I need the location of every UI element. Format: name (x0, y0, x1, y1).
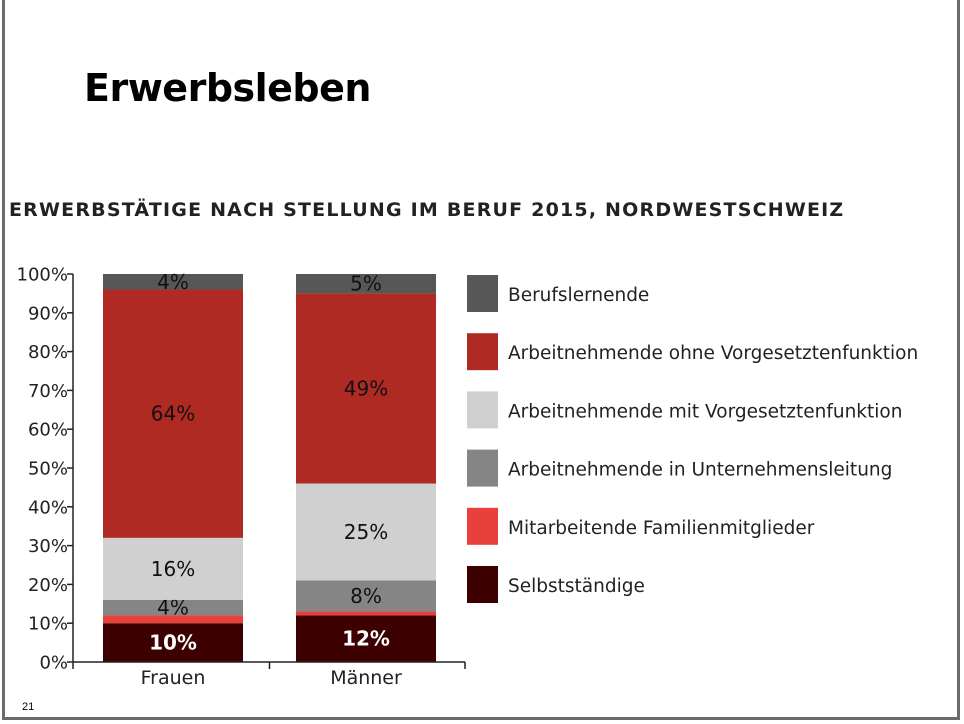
y-tick-label: 100% (17, 265, 68, 286)
legend-label: Arbeitnehmende ohne Vorgesetztenfunktion (508, 343, 918, 364)
legend-swatch (467, 566, 498, 603)
data-label: 49% (344, 376, 388, 400)
y-tick-label: 90% (28, 303, 68, 324)
y-tick-label: 80% (28, 342, 68, 363)
legend-swatch (467, 449, 498, 487)
y-tick-label: 20% (28, 575, 68, 596)
data-label: 5% (350, 272, 382, 296)
bar-segment-frauen-3 (103, 537, 243, 600)
bar-segment-frauen-1 (103, 615, 243, 624)
bar-segment-männer-4 (296, 293, 436, 484)
data-label: 10% (149, 631, 197, 655)
y-tick-label: 50% (28, 459, 68, 480)
legend-swatch (467, 507, 498, 545)
legend-swatch (467, 391, 498, 429)
legend-swatch (467, 275, 498, 312)
data-label: 16% (151, 557, 195, 581)
chart-title: ERWERBSTÄTIGE NACH STELLUNG IM BERUF 201… (9, 199, 845, 221)
y-tick-label: 0% (39, 653, 68, 674)
legend-label: Arbeitnehmende in Unternehmensleitung (508, 460, 892, 481)
bar-segment-frauen-0 (103, 623, 243, 662)
legend-label: Selbstständige (508, 576, 645, 597)
legend-label: Berufslernende (508, 285, 649, 306)
legend-label: Arbeitnehmende mit Vorgesetztenfunktion (508, 401, 902, 422)
data-label: 4% (157, 270, 189, 294)
data-label: 64% (151, 402, 195, 426)
legend-label: Mitarbeitende Familienmitglieder (508, 518, 815, 539)
bar-segment-männer-5 (296, 274, 436, 294)
x-tick-label: Männer (330, 667, 402, 689)
y-tick-label: 40% (28, 497, 68, 518)
y-tick-label: 60% (28, 420, 68, 441)
page-number: 21 (22, 701, 35, 713)
legend-swatch (467, 333, 498, 371)
slide-title: Erwerbsleben (84, 66, 371, 110)
data-label: 12% (342, 627, 390, 651)
bar-segment-männer-3 (296, 483, 436, 581)
x-tick-label: Frauen (141, 667, 206, 689)
bar-segment-frauen-5 (103, 274, 243, 290)
y-tick-label: 70% (28, 381, 68, 402)
y-tick-label: 30% (28, 536, 68, 557)
bar-segment-männer-0 (296, 615, 436, 662)
data-label: 25% (344, 520, 388, 544)
y-tick-label: 10% (28, 614, 68, 635)
bar-segment-frauen-4 (103, 289, 243, 538)
bar-segment-männer-1 (296, 611, 436, 616)
bar-segment-frauen-2 (103, 599, 243, 616)
bar-segment-männer-2 (296, 580, 436, 612)
data-label: 8% (350, 584, 382, 608)
